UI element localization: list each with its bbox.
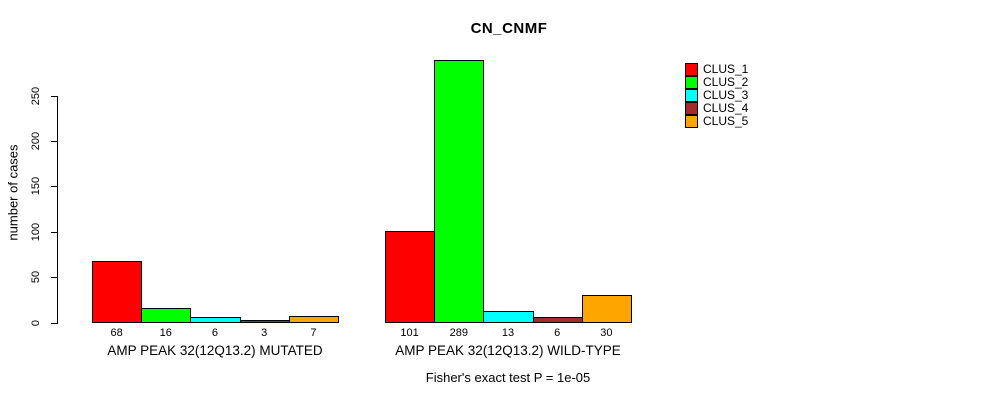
y-axis-tick [51,277,58,279]
y-axis-tick-label: 250 [30,86,42,105]
legend-label: CLUS_5 [703,114,749,129]
y-axis-tick-label: 0 [30,319,42,326]
y-axis-tick-label: 150 [30,177,42,196]
legend-item-clus_5: CLUS_5 [685,114,749,129]
legend-item-clus_3: CLUS_3 [685,87,749,102]
y-axis-label: number of cases [5,144,21,241]
bar-value-label: 7 [310,327,317,339]
legend-swatch-clus_4 [685,102,698,116]
bar-clus_4-group1 [239,319,290,324]
legend-label: CLUS_1 [703,61,749,76]
bar-clus_3-group1 [190,317,241,324]
bar-value-label: 68 [110,327,123,339]
legend-label: CLUS_4 [703,101,749,116]
bar-clus_4-group2 [532,317,583,324]
y-axis-tick [51,231,58,233]
y-axis-tick-label: 50 [30,270,42,284]
legend-item-clus_4: CLUS_4 [685,101,749,116]
y-axis-tick [51,186,58,188]
legend-item-clus_2: CLUS_2 [685,74,749,89]
chart-title: CN_CNMF [470,20,548,37]
bar-clus_1-group1 [92,260,143,324]
bar-value-label: 6 [211,327,219,339]
bar-clus_5-group1 [288,316,339,324]
bar-clus_2-group2 [434,60,485,324]
bar-clus_2-group1 [141,307,192,324]
x-axis-group-label: AMP PEAK 32(12Q13.2) MUTATED [107,343,323,358]
y-axis-line [57,95,58,324]
bar-value-label: 289 [449,327,468,339]
y-axis-tick [51,95,58,97]
bar-value-label: 101 [400,327,419,339]
bar-clus_5-group2 [581,295,632,324]
legend-item-clus_1: CLUS_1 [685,61,749,76]
bar-value-label: 6 [554,327,561,339]
y-axis-tick [51,322,58,324]
legend-swatch-clus_5 [685,115,698,129]
y-axis-tick-label: 100 [30,222,42,241]
legend-swatch-clus_1 [685,62,698,76]
y-axis-tick [51,140,58,142]
legend-swatch-clus_2 [685,75,698,89]
bar-clus_3-group2 [483,310,534,324]
legend-label: CLUS_3 [703,87,749,102]
bar-value-label: 30 [600,327,613,339]
x-axis-group-label: AMP PEAK 32(12Q13.2) WILD-TYPE [395,343,621,358]
bar-value-label: 3 [261,327,268,339]
bar-value-label: 13 [501,327,515,339]
y-axis-tick-label: 200 [30,131,42,151]
bar-value-label: 16 [159,327,172,339]
fisher-test-annotation: Fisher's exact test P = 1e-05 [425,370,591,385]
bar-clus_1-group2 [385,230,436,324]
legend-label: CLUS_2 [703,74,749,89]
legend-swatch-clus_3 [685,88,698,102]
